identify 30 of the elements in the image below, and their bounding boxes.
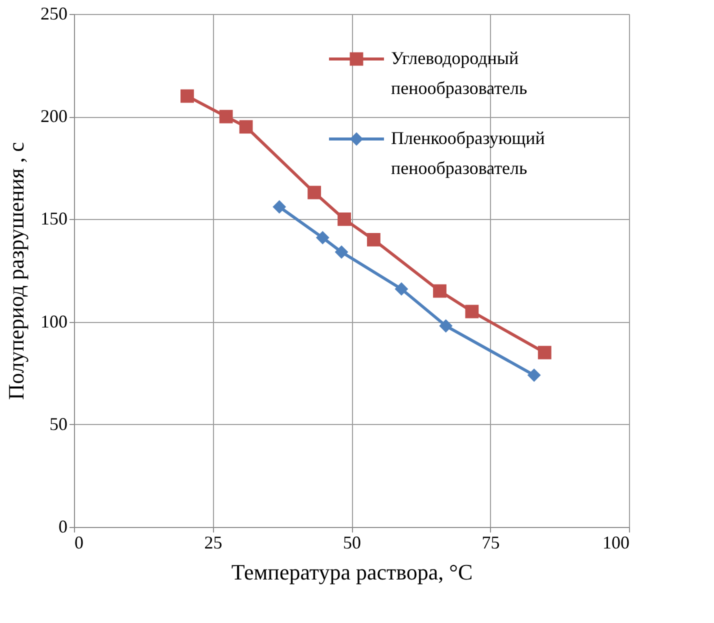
legend-label: Пленкообразующий пенообразователь — [391, 128, 546, 178]
y-tick-label: 100 — [40, 311, 68, 332]
x-axis-title: Температура раствора, °C — [231, 560, 473, 584]
point — [334, 245, 348, 259]
point — [433, 284, 446, 298]
point — [439, 319, 453, 333]
point — [272, 200, 286, 214]
point — [239, 120, 253, 134]
y-tick-label: 0 — [58, 516, 68, 536]
point — [338, 212, 351, 226]
y-tick-label: 150 — [40, 208, 68, 229]
point — [219, 110, 233, 124]
x-tick-label: 25 — [204, 532, 222, 552]
y-tick-label: 200 — [40, 106, 68, 126]
y-tick-label: 50 — [50, 414, 68, 434]
point — [394, 282, 408, 296]
x-tick-label: 50 — [343, 532, 361, 552]
y-tick-label: 250 — [40, 4, 68, 24]
legend-label: Углеводородный пенообразователь — [391, 48, 528, 98]
x-tick-label: 0 — [74, 532, 84, 552]
x-tick-label: 100 — [602, 532, 630, 552]
point — [527, 368, 541, 382]
point — [538, 346, 552, 360]
point — [308, 186, 322, 200]
y-axis-title: Полупериод разрушения , с — [4, 142, 28, 400]
x-tick-label: 75 — [482, 532, 500, 552]
point — [465, 304, 479, 318]
point — [180, 89, 194, 103]
point — [366, 233, 380, 246]
point — [316, 230, 330, 244]
